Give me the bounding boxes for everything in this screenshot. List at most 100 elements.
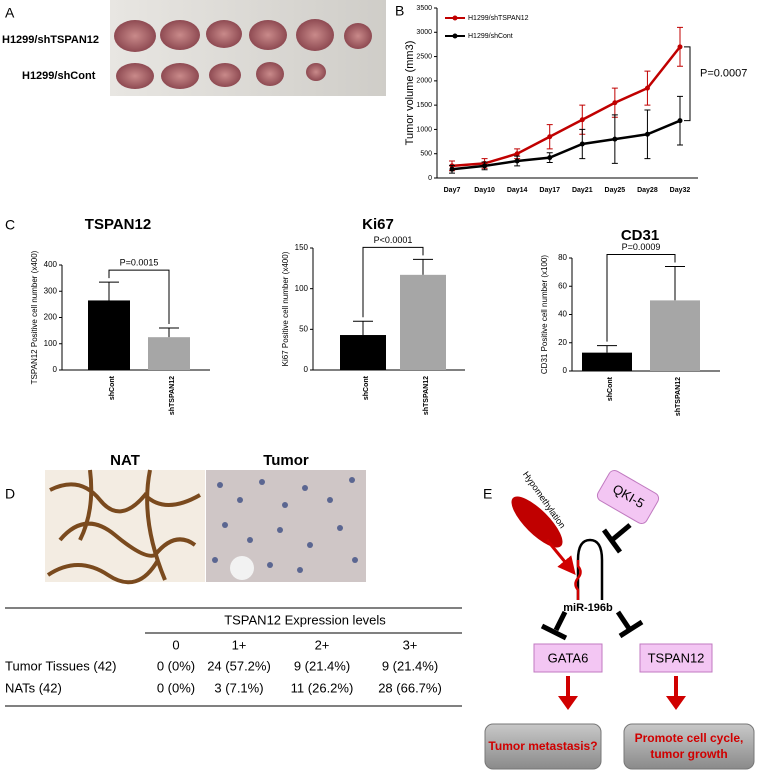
error-bar: [353, 320, 373, 336]
marker: [677, 118, 683, 124]
y-tick-label: 300: [44, 286, 58, 295]
column-header: 3+: [403, 637, 418, 652]
photo-title: Tumor: [263, 452, 309, 469]
y-tick-label: 0: [563, 366, 568, 375]
y-tick-label: 100: [44, 339, 58, 348]
marker: [579, 141, 585, 147]
error-bar: [159, 327, 179, 338]
y-tick-label: 50: [299, 324, 308, 333]
marker: [612, 100, 618, 106]
series-line: [451, 119, 681, 171]
node-label: tumor growth: [650, 747, 727, 761]
chart-title: CD31: [621, 227, 659, 244]
table-cell: 0 (0%): [157, 658, 195, 673]
bar: [148, 337, 190, 370]
bracket: [362, 246, 424, 318]
annotation: P=0.0009: [622, 242, 661, 252]
y-tick-label: 150: [295, 243, 309, 252]
y-tick-label: 3000: [416, 29, 432, 36]
annotation: P<0.0001: [374, 235, 413, 245]
y-tick-label: 400: [44, 260, 58, 269]
y-tick-label: 20: [558, 338, 567, 347]
x-tick-label: Day21: [572, 187, 593, 194]
node-label: Promote cell cycle,: [635, 731, 744, 745]
marker: [644, 85, 650, 91]
marker: [449, 166, 455, 172]
y-tick-label: 80: [558, 253, 567, 262]
marker: [612, 136, 618, 142]
bar: [650, 300, 700, 371]
y-axis-label: TSPAN12 Positive cell number (x400): [30, 250, 39, 384]
x-tick-label: shTSPAN12: [675, 377, 682, 416]
y-tick-label: 0: [304, 365, 309, 374]
panel-label: D: [5, 486, 15, 502]
chart-title: TSPAN12: [85, 216, 151, 233]
legend-swatch: [452, 15, 458, 21]
panel-label: B: [395, 3, 404, 19]
series-line: [451, 46, 681, 168]
table-cell: 9 (21.4%): [382, 658, 438, 673]
column-header: 0: [172, 637, 179, 652]
y-tick-label: 0: [53, 365, 58, 374]
y-axis-label: CD31 Positive cell number (x100): [540, 255, 549, 374]
y-tick-label: 3500: [416, 5, 432, 12]
row-label: H1299/shTSPAN12: [2, 34, 99, 46]
photo-title: NAT: [110, 452, 140, 469]
x-tick-label: Day7: [444, 187, 461, 194]
marker: [579, 117, 585, 123]
node-label: miR-196b: [563, 602, 613, 614]
bar: [88, 300, 130, 370]
x-tick-label: Day14: [507, 187, 528, 194]
node-label: Tumor metastasis?: [488, 739, 597, 753]
y-tick-label: 1500: [416, 102, 432, 109]
annotation: P=0.0007: [700, 68, 747, 80]
y-tick-label: 500: [420, 151, 432, 158]
x-tick-label: shCont: [109, 375, 116, 400]
table-cell: 9 (21.4%): [294, 658, 350, 673]
annotation: P=0.0015: [120, 257, 159, 267]
chart-title: Ki67: [362, 216, 394, 233]
bar: [340, 335, 386, 370]
legend-label: H1299/shCont: [468, 33, 513, 40]
legend-label: H1299/shTSPAN12: [468, 15, 529, 22]
marker: [514, 158, 520, 164]
y-tick-label: 60: [558, 281, 567, 290]
marker: [644, 131, 650, 137]
x-tick-label: Day10: [474, 187, 495, 194]
node-label: GATA6: [548, 650, 589, 665]
x-tick-label: shCont: [607, 376, 614, 401]
table-cell: 24 (57.2%): [207, 658, 271, 673]
y-tick-label: 100: [295, 284, 309, 293]
ihc-photo: [45, 469, 366, 585]
x-tick-label: shCont: [363, 375, 370, 400]
row-label: H1299/shCont: [22, 70, 96, 82]
table-cell: 3 (7.1%): [214, 680, 263, 695]
legend-swatch: [452, 33, 458, 39]
bracket: [108, 269, 170, 324]
bar: [400, 274, 446, 370]
y-tick-label: 40: [558, 310, 567, 319]
y-axis-label: Ki67 Positive cell number (x400): [281, 251, 290, 366]
x-tick-label: Day32: [670, 187, 691, 194]
x-tick-label: shTSPAN12: [423, 376, 430, 415]
bracket: [606, 253, 676, 342]
marker: [482, 163, 488, 169]
row-label: NATs (42): [5, 680, 62, 695]
y-tick-label: 2500: [416, 53, 432, 60]
column-header: 2+: [315, 637, 330, 652]
y-tick-label: 0: [428, 175, 432, 182]
row-label: Tumor Tissues (42): [5, 658, 117, 673]
tumor-photo: [110, 0, 386, 96]
y-tick-label: 200: [44, 313, 58, 322]
error-bar: [99, 281, 119, 301]
y-tick-label: 2000: [416, 78, 432, 85]
panel-label: C: [5, 217, 15, 233]
x-tick-label: shTSPAN12: [169, 376, 176, 415]
error-bar: [597, 345, 617, 353]
diagram: [484, 469, 755, 770]
table-cell: 11 (26.2%): [291, 680, 354, 695]
node-label: TSPAN12: [648, 650, 705, 665]
marker: [547, 134, 553, 140]
y-axis-label: Tumor volume (mm3): [404, 41, 416, 146]
